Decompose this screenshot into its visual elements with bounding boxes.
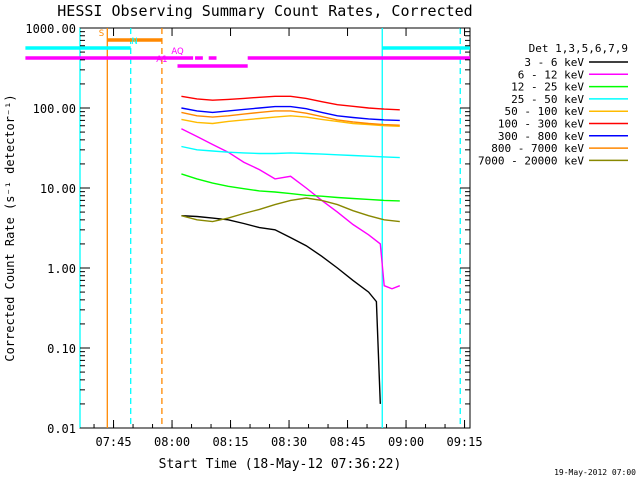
y-tick-label-1: 0.10 [47, 342, 76, 356]
series-line-1 [181, 128, 401, 290]
series-line-6 [181, 105, 400, 122]
status-bars: S N AQ A1 [25, 29, 470, 68]
status-bar-label-0: S [99, 29, 104, 39]
status-bar-label-1: N [131, 37, 137, 47]
legend-label-2: 12 - 25 keV [511, 81, 584, 94]
series-line-8 [181, 197, 400, 223]
x-tick-label-4: 08:45 [329, 435, 365, 449]
series-line-7 [181, 110, 400, 126]
series-line-5 [181, 95, 400, 111]
legend-label-7: 800 - 7000 keV [491, 142, 584, 155]
chart-title: HESSI Observing Summary Count Rates, Cor… [57, 2, 472, 20]
status-bar-label-4: AQ [171, 47, 184, 57]
y-tick-label-3: 10.00 [40, 182, 76, 196]
legend-title: Det 1,3,5,6,7,9 [529, 42, 628, 55]
x-tick-label-6: 09:15 [446, 435, 482, 449]
y-tick-label-5: 1000.00 [25, 22, 76, 36]
legend-label-1: 6 - 12 keV [518, 68, 585, 81]
series-line-4 [181, 115, 400, 127]
y-axis-ticks: 0.01 0.10 1.00 10.00 100.00 1000.00 [25, 22, 470, 436]
y-tick-label-4: 100.00 [33, 102, 76, 116]
y-axis-label: Corrected Count Rate (s⁻¹ detector⁻¹) [3, 94, 17, 361]
vertical-markers [79, 28, 461, 428]
series-line-0 [181, 215, 381, 404]
footer-date: 19-May-2012 07:00 [554, 468, 636, 477]
series-lines [181, 95, 401, 404]
legend-label-5: 100 - 300 keV [498, 118, 584, 131]
x-axis-label: Start Time (18-May-12 07:36:22) [159, 457, 402, 472]
plot-area: S N AQ A1 07:45 08:00 08:15 08:30 08:45 09:00 09:… [25, 22, 483, 449]
x-tick-label-2: 08:15 [212, 435, 248, 449]
y-tick-label-2: 1.00 [47, 262, 76, 276]
legend-label-0: 3 - 6 keV [524, 56, 584, 69]
x-tick-label-5: 09:00 [388, 435, 424, 449]
legend-label-6: 300 - 800 keV [498, 130, 584, 143]
legend-label-4: 50 - 100 keV [505, 105, 585, 118]
x-tick-label-1: 08:00 [154, 435, 190, 449]
legend-label-3: 25 - 50 keV [511, 93, 584, 106]
series-line-2 [181, 173, 400, 202]
legend-label-8: 7000 - 20000 keV [478, 154, 584, 167]
x-tick-label-3: 08:30 [271, 435, 307, 449]
y-tick-label-0: 0.01 [47, 422, 76, 436]
x-axis-ticks: 07:45 08:00 08:15 08:30 08:45 09:00 09:15 [93, 28, 483, 449]
series-line-3 [181, 145, 400, 159]
status-bar-label-8: A1 [156, 55, 167, 65]
x-tick-label-0: 07:45 [95, 435, 131, 449]
